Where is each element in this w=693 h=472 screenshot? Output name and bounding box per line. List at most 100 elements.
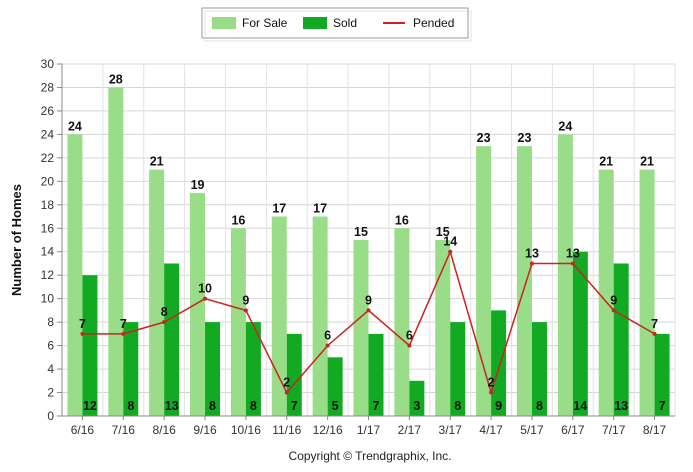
- bar-sold-1-17: [368, 333, 384, 416]
- bar-for-sale-3-17: [435, 240, 451, 416]
- bar-for-sale-6-17: [557, 134, 573, 416]
- x-tick-label-5-17: 5/17: [520, 423, 544, 437]
- bar-for-sale-12-16: [312, 216, 328, 416]
- y-tick-label: 30: [41, 57, 55, 71]
- label-for-sale-7-16: 28: [109, 72, 123, 86]
- legend-swatch-sold: [303, 17, 327, 29]
- bar-for-sale-6-16: [67, 134, 83, 416]
- x-tick-label-11-16: 11/16: [272, 423, 301, 437]
- y-tick-label: 10: [41, 292, 55, 306]
- copyright-text: Copyright © Trendgraphix, Inc.: [289, 449, 452, 463]
- label-for-sale-12-16: 17: [313, 202, 327, 216]
- bar-for-sale-10-16: [230, 228, 246, 416]
- x-tick-label-6-16: 6/16: [71, 423, 95, 437]
- label-for-sale-11-16: 17: [272, 202, 286, 216]
- x-tick-label-9-16: 9/16: [193, 423, 217, 437]
- label-pended-6-17: 13: [566, 246, 580, 260]
- bar-sold-6-17: [572, 251, 588, 416]
- pended-point-11-16: [284, 390, 289, 395]
- legend-swatch-for-sale: [212, 17, 236, 29]
- bar-sold-5-17: [531, 322, 547, 416]
- x-tick-label-12-16: 12/16: [313, 423, 343, 437]
- bar-for-sale-9-16: [190, 193, 206, 416]
- y-tick-label: 22: [41, 151, 55, 165]
- bar-for-sale-4-17: [476, 146, 492, 416]
- label-for-sale-6-17: 24: [558, 119, 572, 133]
- pended-point-7-16: [121, 331, 126, 336]
- label-for-sale-5-17: 23: [518, 131, 532, 145]
- y-tick-label: 2: [47, 386, 54, 400]
- label-sold-12-16: 5: [332, 399, 339, 413]
- y-tick-label: 6: [47, 339, 54, 353]
- bar-sold-8-16: [164, 263, 180, 416]
- data-labels: 2412288211319816817717515716315823923824…: [68, 72, 666, 413]
- bar-for-sale-7-16: [108, 87, 124, 416]
- label-sold-2-17: 3: [413, 399, 420, 413]
- y-tick-label: 28: [41, 80, 55, 94]
- label-pended-10-16: 9: [242, 293, 249, 307]
- label-pended-8-17: 7: [651, 317, 658, 331]
- label-sold-10-16: 8: [250, 399, 257, 413]
- x-tick-label-8-17: 8/17: [643, 423, 667, 437]
- x-tick-label-1-17: 1/17: [357, 423, 381, 437]
- legend: For Sale Sold Pended: [201, 7, 472, 42]
- bar-for-sale-8-17: [639, 169, 655, 416]
- label-pended-12-16: 6: [324, 329, 331, 343]
- bar-sold-6-16: [82, 275, 98, 416]
- bar-sold-3-17: [450, 322, 466, 416]
- pended-point-9-16: [203, 296, 208, 301]
- pended-point-3-17: [448, 249, 453, 254]
- x-tick-label-4-17: 4/17: [479, 423, 503, 437]
- label-sold-8-16: 13: [165, 399, 179, 413]
- label-pended-4-17: 2: [488, 376, 495, 390]
- pended-point-1-17: [366, 308, 371, 313]
- label-pended-7-17: 9: [610, 293, 617, 307]
- x-tick-label-2-17: 2/17: [398, 423, 422, 437]
- bar-sold-2-17: [409, 380, 425, 416]
- label-pended-9-16: 10: [198, 282, 212, 296]
- legend-label-sold: Sold: [333, 16, 357, 30]
- legend-box: [201, 7, 469, 39]
- label-pended-5-17: 13: [525, 246, 539, 260]
- y-tick-label: 0: [47, 409, 54, 423]
- bar-for-sale-2-17: [394, 228, 410, 416]
- y-axis-title: Number of Homes: [9, 184, 24, 296]
- bar-sold-12-16: [327, 357, 343, 416]
- y-tick-label: 26: [41, 104, 55, 118]
- bar-sold-10-16: [245, 322, 261, 416]
- y-tick-label: 4: [47, 362, 54, 376]
- label-sold-8-17: 7: [659, 399, 666, 413]
- bar-sold-8-17: [654, 333, 670, 416]
- label-pended-3-17: 14: [443, 235, 457, 249]
- pended-point-8-16: [162, 320, 167, 325]
- label-sold-6-17: 14: [573, 399, 587, 413]
- label-for-sale-6-16: 24: [68, 119, 82, 133]
- bar-for-sale-8-16: [149, 169, 165, 416]
- bar-sold-4-17: [491, 310, 507, 416]
- y-tick-label: 24: [41, 127, 55, 141]
- pended-point-8-17: [652, 331, 657, 336]
- label-sold-4-17: 9: [495, 399, 502, 413]
- y-tick-label: 8: [47, 315, 54, 329]
- label-for-sale-7-17: 21: [599, 155, 613, 169]
- label-sold-11-16: 7: [291, 399, 298, 413]
- x-tick-label-8-16: 8/16: [152, 423, 176, 437]
- bar-for-sale-7-17: [598, 169, 614, 416]
- label-pended-6-16: 7: [79, 317, 86, 331]
- bar-for-sale-1-17: [353, 240, 369, 416]
- label-for-sale-3-17: 15: [436, 225, 450, 239]
- x-tick-label-10-16: 10/16: [231, 423, 261, 437]
- pended-point-10-16: [243, 308, 248, 313]
- label-for-sale-8-16: 21: [150, 155, 164, 169]
- label-pended-1-17: 9: [365, 293, 372, 307]
- y-tick-label: 12: [41, 268, 55, 282]
- label-sold-7-17: 13: [614, 399, 628, 413]
- x-tick-label-7-17: 7/17: [602, 423, 626, 437]
- label-sold-7-16: 8: [127, 399, 134, 413]
- pended-line: [80, 249, 657, 396]
- x-tick-label-3-17: 3/17: [439, 423, 463, 437]
- pended-point-6-16: [80, 331, 85, 336]
- label-pended-8-16: 8: [161, 305, 168, 319]
